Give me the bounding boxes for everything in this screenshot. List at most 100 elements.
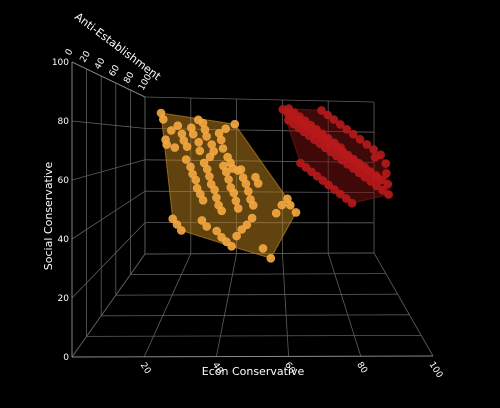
series-0-point[interactable]	[179, 136, 189, 145]
series-0-point[interactable]	[246, 195, 255, 204]
series-1-point[interactable]	[384, 190, 393, 199]
series-1-point[interactable]	[312, 171, 322, 181]
series-0-point[interactable]	[221, 124, 230, 133]
series-1-point[interactable]	[343, 160, 352, 169]
y-axis-line	[71, 61, 146, 98]
series-1-point[interactable]	[372, 181, 381, 191]
series-0-point[interactable]	[266, 253, 276, 263]
series-1-point[interactable]	[330, 185, 339, 194]
series-0-point[interactable]	[186, 162, 195, 172]
series-0-point[interactable]	[173, 121, 183, 130]
series-1-point[interactable]	[312, 125, 321, 134]
series-0-point[interactable]	[167, 126, 176, 135]
series-1-point[interactable]	[366, 167, 375, 176]
series-0-point[interactable]	[214, 200, 223, 210]
x-axis-title: Econ Conservative	[202, 365, 305, 378]
left-wall-grid-line	[71, 159, 146, 181]
series-0-point[interactable]	[230, 119, 240, 129]
series-1-point[interactable]	[323, 134, 333, 143]
series-1-point[interactable]	[382, 169, 391, 178]
series-1-point[interactable]	[362, 140, 372, 149]
series-1-point[interactable]	[355, 135, 365, 144]
series-0-point[interactable]	[277, 200, 287, 210]
series-0-point[interactable]	[188, 169, 197, 179]
z-tick-label: 60	[58, 176, 70, 186]
series-1-point[interactable]	[381, 159, 391, 168]
series-1-point[interactable]	[347, 198, 357, 208]
series-1-point[interactable]	[348, 164, 358, 173]
series-0-point[interactable]	[192, 183, 202, 193]
series-0-point[interactable]	[224, 175, 233, 184]
series-1-point[interactable]	[371, 171, 381, 180]
series-1-point[interactable]	[341, 194, 351, 203]
series-0-point[interactable]	[271, 208, 281, 218]
series-0-point[interactable]	[227, 242, 236, 251]
series-0-point[interactable]	[232, 231, 241, 241]
series-1-point[interactable]	[335, 189, 345, 199]
series-0-point[interactable]	[202, 132, 211, 141]
series-1-point[interactable]	[317, 106, 326, 115]
series-0-point[interactable]	[258, 244, 268, 253]
series-0-point[interactable]	[197, 216, 207, 225]
series-0-point[interactable]	[188, 129, 198, 139]
series-1-point[interactable]	[377, 175, 387, 185]
series-1-point[interactable]	[337, 155, 347, 165]
series-1-point[interactable]	[336, 143, 345, 152]
series-0-point[interactable]	[177, 226, 186, 235]
series-0-point[interactable]	[218, 144, 228, 153]
series-1-point[interactable]	[378, 185, 387, 195]
series-1-point[interactable]	[349, 129, 358, 139]
series-1-point[interactable]	[318, 176, 328, 185]
series-0-point[interactable]	[228, 164, 237, 173]
back-wall-grid-line	[144, 96, 375, 103]
series-0-point[interactable]	[244, 187, 253, 196]
series-1-point[interactable]	[306, 120, 316, 130]
series-1-point[interactable]	[360, 172, 370, 182]
series-0-point[interactable]	[247, 213, 257, 223]
series-1-point[interactable]	[335, 120, 345, 129]
series-1-point[interactable]	[318, 129, 327, 139]
series-1-point[interactable]	[323, 110, 333, 120]
series-1-point[interactable]	[307, 167, 316, 177]
series-0-point[interactable]	[162, 140, 171, 149]
series-0-point[interactable]	[216, 135, 226, 145]
series-1-point[interactable]	[366, 177, 376, 186]
series-0-point[interactable]	[170, 143, 180, 152]
series-0-point[interactable]	[285, 200, 295, 210]
series-0-point[interactable]	[195, 146, 205, 156]
series-0-point[interactable]	[194, 137, 203, 147]
series-1-point[interactable]	[301, 163, 311, 172]
series-0-point[interactable]	[159, 115, 168, 124]
series-1-point[interactable]	[360, 163, 370, 172]
series-0-point[interactable]	[199, 158, 209, 168]
series-0-point[interactable]	[226, 183, 235, 192]
series-0-point[interactable]	[291, 208, 301, 217]
series-0-point[interactable]	[172, 220, 182, 229]
series-0-point[interactable]	[212, 226, 221, 236]
series-0-point[interactable]	[202, 222, 211, 231]
series-0-point[interactable]	[206, 179, 216, 189]
series-1-point[interactable]	[330, 138, 339, 148]
series-0-point[interactable]	[209, 147, 218, 156]
series-0-point[interactable]	[242, 220, 252, 230]
series-1-point[interactable]	[354, 168, 364, 178]
series-0-point[interactable]	[181, 155, 191, 164]
series-1-point[interactable]	[342, 125, 352, 134]
series-1-point[interactable]	[383, 179, 393, 189]
series-1-point[interactable]	[369, 145, 379, 154]
series-0-point[interactable]	[236, 165, 246, 174]
series-0-point[interactable]	[212, 193, 221, 202]
series-0-point[interactable]	[223, 152, 232, 162]
series-0-point[interactable]	[168, 214, 177, 224]
series-0-point[interactable]	[219, 161, 228, 171]
series-1-point[interactable]	[376, 150, 386, 160]
x-axis-line	[71, 355, 434, 358]
series-0-point[interactable]	[205, 172, 214, 181]
series-1-point[interactable]	[324, 180, 333, 190]
series-0-point[interactable]	[251, 172, 260, 182]
series-1-point[interactable]	[329, 115, 339, 124]
series-0-point[interactable]	[238, 173, 248, 182]
series-0-point[interactable]	[231, 196, 241, 206]
series-0-point[interactable]	[233, 204, 243, 213]
